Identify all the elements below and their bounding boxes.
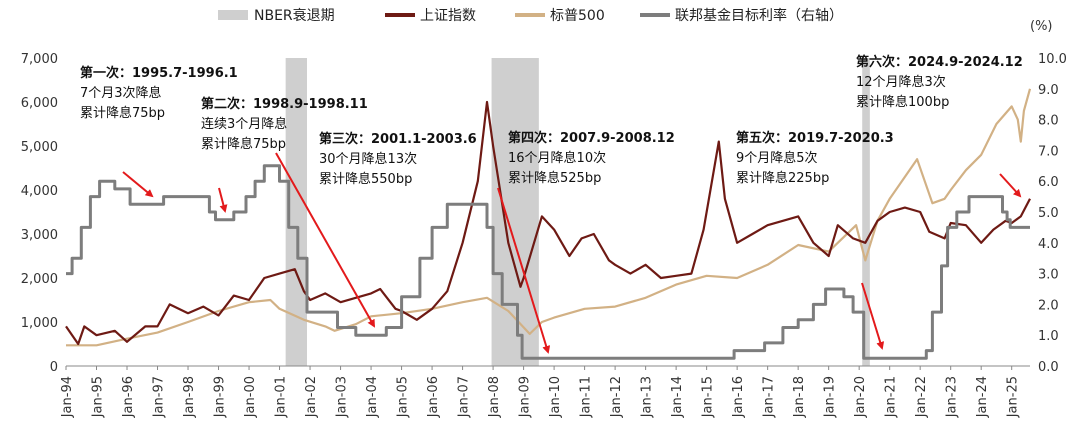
left-axis-ticks: 0 1,000 2,000 3,000 4,000 5,000 6,000 7,000: [21, 52, 58, 375]
arrow-cut-5: [861, 282, 885, 350]
x-axis-ticks: Jan-94 Jan-95 Jan-96 Jan-97 Jan-98 Jan-99 Jan-…: [60, 366, 1021, 418]
annotation-2-line-2: 累计降息75bp: [201, 136, 286, 152]
right-axis-ticks: 0.0 1.0 2.0 3.0 4.0 5.0 6.0 7.0 8.0 9.0 10.0: [1038, 52, 1067, 375]
x-tick-label: Jan-99: [213, 376, 228, 418]
y-left-tick-label: 6,000: [21, 96, 58, 111]
annotation-1-line-2: 累计降息75bp: [80, 105, 165, 121]
arrow-cut-6: [999, 173, 1022, 198]
y-right-tick-label: 8.0: [1038, 114, 1059, 129]
annotation-1-title: 第一次：1995.7-1996.1: [80, 65, 238, 81]
y-right-tick-label: 7.0: [1038, 144, 1059, 159]
cut-annotations: 第一次：1995.7-1996.1 7个月3次降息 累计降息75bp 第二次：1…: [80, 54, 1023, 187]
x-tick-label: Jan-25: [1006, 376, 1021, 418]
y-left-tick-label: 0: [50, 360, 58, 375]
x-tick-label: Jan-08: [487, 376, 502, 418]
y-left-tick-label: 7,000: [21, 52, 58, 67]
annotation-2-line-1: 连续3个月降息: [201, 116, 287, 132]
annotation-4-line-1: 16个月降息10次: [508, 150, 606, 166]
x-tick-label: Jan-09: [518, 376, 533, 418]
legend-label-sp500: 标普500: [550, 8, 605, 24]
x-tick-label: Jan-24: [975, 376, 990, 418]
recession-band-2: [491, 58, 539, 366]
annotation-5-title: 第五次：2019.7-2020.3: [736, 130, 894, 146]
series-line-fedrate: [66, 164, 1030, 360]
y-right-tick-label: 2.0: [1038, 298, 1059, 313]
y-right-tick-label: 4.0: [1038, 237, 1059, 252]
x-tick-label: Jan-01: [274, 376, 289, 418]
x-tick-label: Jan-98: [182, 376, 197, 418]
annotation-5-line-2: 累计降息225bp: [736, 170, 829, 186]
y-right-tick-label: 1.0: [1038, 329, 1059, 344]
x-tick-label: Jan-94: [60, 376, 75, 418]
x-tick-label: Jan-05: [396, 376, 411, 418]
x-tick-label: Jan-13: [640, 376, 655, 418]
series-line-sp500: [66, 88, 1032, 347]
annotation-4-title: 第四次：2007.9-2008.12: [508, 130, 675, 146]
x-tick-label: Jan-00: [243, 376, 258, 418]
legend-label-recession: NBER衰退期: [254, 7, 335, 24]
y-right-tick-label: 10.0: [1038, 52, 1067, 67]
x-tick-label: Jan-03: [335, 376, 350, 418]
annotation-4-line-2: 累计降息525bp: [508, 170, 601, 186]
recession-band-1: [285, 58, 307, 366]
arrow-cut-2: [218, 187, 228, 213]
y-left-tick-label: 2,000: [21, 272, 58, 287]
cut-arrows: [122, 152, 1022, 354]
arrow-cut-3: [275, 152, 375, 328]
x-tick-label: Jan-11: [579, 376, 594, 418]
x-tick-label: Jan-95: [91, 376, 106, 418]
x-tick-label: Jan-10: [548, 376, 563, 418]
x-tick-label: Jan-20: [853, 376, 868, 418]
x-tick-label: Jan-06: [426, 376, 441, 418]
x-tick-label: Jan-23: [945, 376, 960, 418]
recession-band-3: [862, 58, 870, 366]
right-axis-unit: (%): [1030, 19, 1053, 34]
x-tick-label: Jan-16: [731, 376, 746, 418]
y-left-tick-label: 1,000: [21, 316, 58, 331]
annotation-6-line-1: 12个月降息3次: [856, 74, 946, 90]
annotation-6-line-2: 累计降息100bp: [856, 94, 949, 110]
legend-label-fedrate: 联邦基金目标利率（右轴）: [675, 7, 843, 24]
x-tick-label: Jan-19: [823, 376, 838, 418]
annotation-1-line-1: 7个月3次降息: [80, 85, 162, 101]
x-tick-label: Jan-22: [914, 376, 929, 418]
legend-label-shanghai: 上证指数: [420, 8, 476, 24]
y-left-tick-label: 3,000: [21, 228, 58, 243]
x-tick-label: Jan-96: [121, 376, 136, 418]
legend-swatch-recession: [218, 10, 248, 20]
annotation-3-line-1: 30个月降息13次: [319, 151, 417, 167]
x-tick-label: Jan-02: [304, 376, 319, 418]
y-left-tick-label: 5,000: [21, 140, 58, 155]
annotation-3-title: 第三次：2001.1-2003.6: [319, 131, 477, 147]
x-tick-label: Jan-07: [457, 376, 472, 418]
x-tick-label: Jan-17: [762, 376, 777, 418]
x-tick-label: Jan-18: [792, 376, 807, 418]
legend: NBER衰退期 上证指数 标普500 联邦基金目标利率（右轴）: [218, 7, 843, 24]
y-right-tick-label: 0.0: [1038, 360, 1059, 375]
x-tick-label: Jan-21: [884, 376, 899, 418]
x-tick-label: Jan-14: [670, 376, 685, 418]
x-tick-label: Jan-97: [152, 376, 167, 418]
series-line-shanghai: [65, 100, 1031, 346]
y-right-tick-label: 5.0: [1038, 206, 1059, 221]
y-left-tick-label: 4,000: [21, 184, 58, 199]
y-right-tick-label: 3.0: [1038, 268, 1059, 283]
annotation-2-title: 第二次：1998.9-1998.11: [201, 96, 368, 112]
annotation-3-line-2: 累计降息550bp: [319, 171, 412, 187]
arrow-cut-4: [497, 187, 551, 354]
x-tick-label: Jan-15: [701, 376, 716, 418]
y-right-tick-label: 6.0: [1038, 175, 1059, 190]
y-right-tick-label: 9.0: [1038, 83, 1059, 98]
recession-bands: [285, 58, 870, 366]
annotation-6-title: 第六次：2024.9-2024.12: [856, 54, 1023, 70]
arrow-cut-1: [122, 171, 154, 198]
x-tick-label: Jan-04: [365, 376, 380, 418]
annotation-5-line-1: 9个月降息5次: [736, 150, 818, 166]
x-tick-label: Jan-12: [609, 376, 624, 418]
series-lines: [65, 88, 1032, 360]
